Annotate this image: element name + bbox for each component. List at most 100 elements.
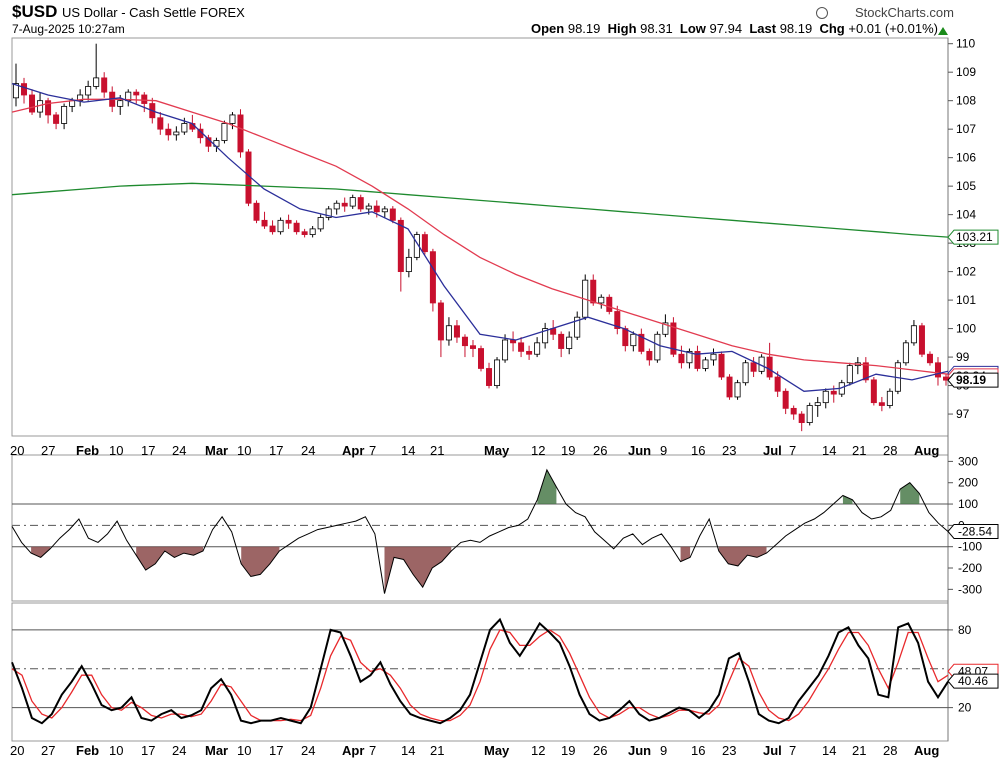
stoch-k-line	[11, 617, 949, 725]
candle-body	[943, 376, 950, 381]
candle-body	[902, 342, 909, 364]
open-value: 98.19	[567, 21, 601, 36]
stoch-k-last-box	[947, 673, 999, 689]
candle-body	[229, 114, 236, 124]
price-tick-label: 105	[956, 179, 976, 193]
x-axis-label-bottom: 24	[301, 743, 315, 758]
x-axis-label-bottom: 7	[789, 743, 796, 758]
panel-frame-0	[11, 37, 949, 437]
candle-body	[461, 336, 468, 347]
cci-negative-fill	[718, 546, 767, 566]
x-axis-label-bottom: May	[484, 743, 510, 758]
candle-body	[638, 333, 645, 352]
price-tick-label: 110	[956, 37, 975, 51]
date-time-label: 7-Aug-2025 10:27am	[12, 22, 125, 36]
chg-label: Chg	[819, 21, 845, 36]
candle-body	[285, 219, 292, 224]
candle-body	[750, 362, 757, 372]
x-axis-label-bottom: Aug	[914, 743, 939, 758]
x-axis-label-bottom: 17	[141, 743, 155, 758]
candle-body	[293, 222, 300, 233]
instrument-full-name: US Dollar - Cash Settle	[62, 5, 197, 20]
candle-body	[173, 131, 180, 136]
candle-body	[734, 382, 741, 398]
candle-body	[445, 325, 452, 341]
candle-body	[341, 202, 348, 207]
candle-body	[566, 336, 573, 349]
symbol-label: $USD	[12, 2, 58, 21]
candle-body	[21, 83, 28, 96]
candle-body	[389, 208, 396, 221]
x-axis-label: Feb	[76, 443, 99, 458]
brand-label[interactable]: StockCharts.com	[855, 5, 954, 20]
x-axis-label-bottom: 24	[172, 743, 186, 758]
candle-body	[814, 402, 821, 406]
candle-body	[878, 402, 885, 406]
candle-body	[317, 217, 324, 230]
price-tick-label: 106	[956, 151, 976, 165]
cci-line	[11, 468, 949, 594]
candle-body	[742, 362, 749, 384]
x-axis-label-bottom: 9	[660, 743, 667, 758]
candle-body	[333, 202, 340, 210]
price-tick-label: 99	[956, 350, 970, 364]
candle-body	[269, 225, 276, 233]
candle-body	[806, 405, 813, 424]
price-tick-label: 101	[956, 293, 976, 307]
panel-frame-1	[11, 454, 949, 602]
candle-body	[405, 256, 412, 273]
cci-tick-label: -100	[958, 540, 982, 554]
x-axis-label: 9	[660, 443, 667, 458]
x-axis-label-bottom: Mar	[205, 743, 228, 758]
candle-body	[774, 376, 781, 392]
candle-body	[221, 123, 228, 141]
x-axis-label: May	[484, 443, 510, 458]
candle-body	[469, 345, 476, 349]
high-label: High	[607, 21, 637, 36]
price-last-label: 98.19	[956, 373, 986, 387]
cci-negative-fill	[384, 546, 452, 594]
candle-body	[357, 197, 364, 210]
x-axis-label-bottom: 28	[883, 743, 897, 758]
candle-body	[542, 328, 549, 344]
x-axis-label-bottom: Jun	[628, 743, 651, 758]
candle-body	[790, 407, 797, 415]
candle-body	[349, 197, 356, 207]
x-axis-label: 21	[430, 443, 444, 458]
x-axis-label-bottom: 12	[531, 743, 545, 758]
candle-body	[782, 390, 789, 409]
candle-body	[918, 325, 925, 355]
cci-tick-label: -300	[958, 582, 982, 596]
candle-body	[61, 105, 68, 124]
moving-average-200	[11, 182, 949, 238]
candle-body	[606, 296, 613, 312]
last-label: Last	[749, 21, 777, 36]
candle-body	[830, 390, 837, 395]
moving-average-20	[11, 82, 949, 392]
last-value: 98.19	[779, 21, 813, 36]
cci-tick-label: 300	[958, 454, 978, 468]
x-axis-label: Aug	[914, 443, 939, 458]
candle-body	[702, 359, 709, 369]
candle-body	[117, 100, 124, 107]
ma-200-last-label-box	[947, 229, 999, 245]
candle-body	[614, 311, 621, 329]
cci-last-label: -28.54	[958, 524, 992, 538]
candle-body	[630, 333, 637, 347]
x-axis-label-bottom: Feb	[76, 743, 99, 758]
x-axis-label-bottom: 7	[369, 743, 376, 758]
candle-body	[518, 342, 525, 352]
candle-body	[718, 353, 725, 378]
candle-body	[502, 339, 509, 361]
copyright-icon	[816, 7, 828, 19]
candle-body	[165, 128, 172, 136]
candle-body	[429, 251, 436, 304]
candle-body	[85, 86, 92, 96]
x-axis-label: 17	[141, 443, 155, 458]
cci-positive-fill	[537, 469, 557, 505]
x-axis-label: 21	[852, 443, 866, 458]
price-tick-label: 109	[956, 65, 976, 79]
candle-body	[309, 228, 316, 235]
candle-body	[654, 333, 661, 361]
